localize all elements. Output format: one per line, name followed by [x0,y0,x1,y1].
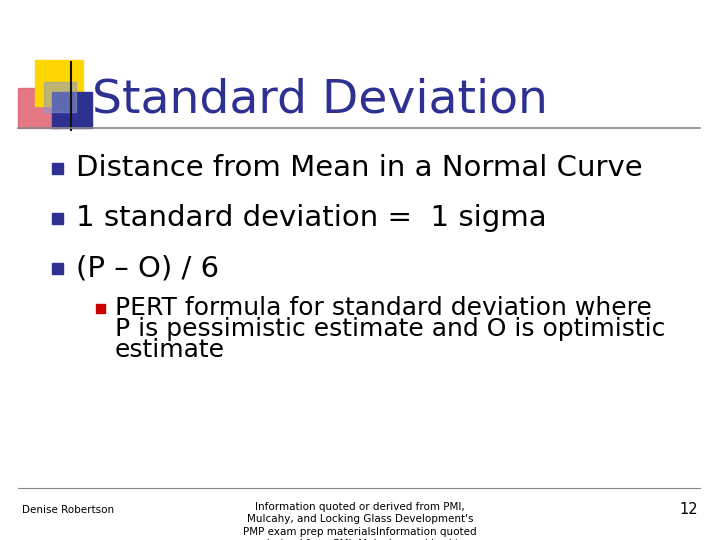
Text: P is pessimistic estimate and O is optimistic: P is pessimistic estimate and O is optim… [115,317,665,341]
Text: PERT formula for standard deviation where: PERT formula for standard deviation wher… [115,296,652,320]
Text: 12: 12 [680,503,698,517]
Text: 1 standard deviation =  1 sigma: 1 standard deviation = 1 sigma [76,204,546,232]
Bar [52,213,63,224]
Text: Distance from Mean in a Normal Curve: Distance from Mean in a Normal Curve [76,154,643,182]
Bar [52,262,63,273]
Text: Standard Deviation: Standard Deviation [92,78,548,123]
Bar [35,60,83,106]
Text: Denise Robertson: Denise Robertson [22,505,114,515]
Text: Information quoted or derived from PMI,
Mulcahy, and Locking Glass Development's: Information quoted or derived from PMI, … [243,502,477,540]
Bar [52,92,92,128]
Bar [96,303,105,313]
Bar [18,88,60,128]
Text: estimate: estimate [115,338,225,362]
Bar [44,82,76,112]
Bar [52,163,63,173]
Text: (P – O) / 6: (P – O) / 6 [76,254,219,282]
